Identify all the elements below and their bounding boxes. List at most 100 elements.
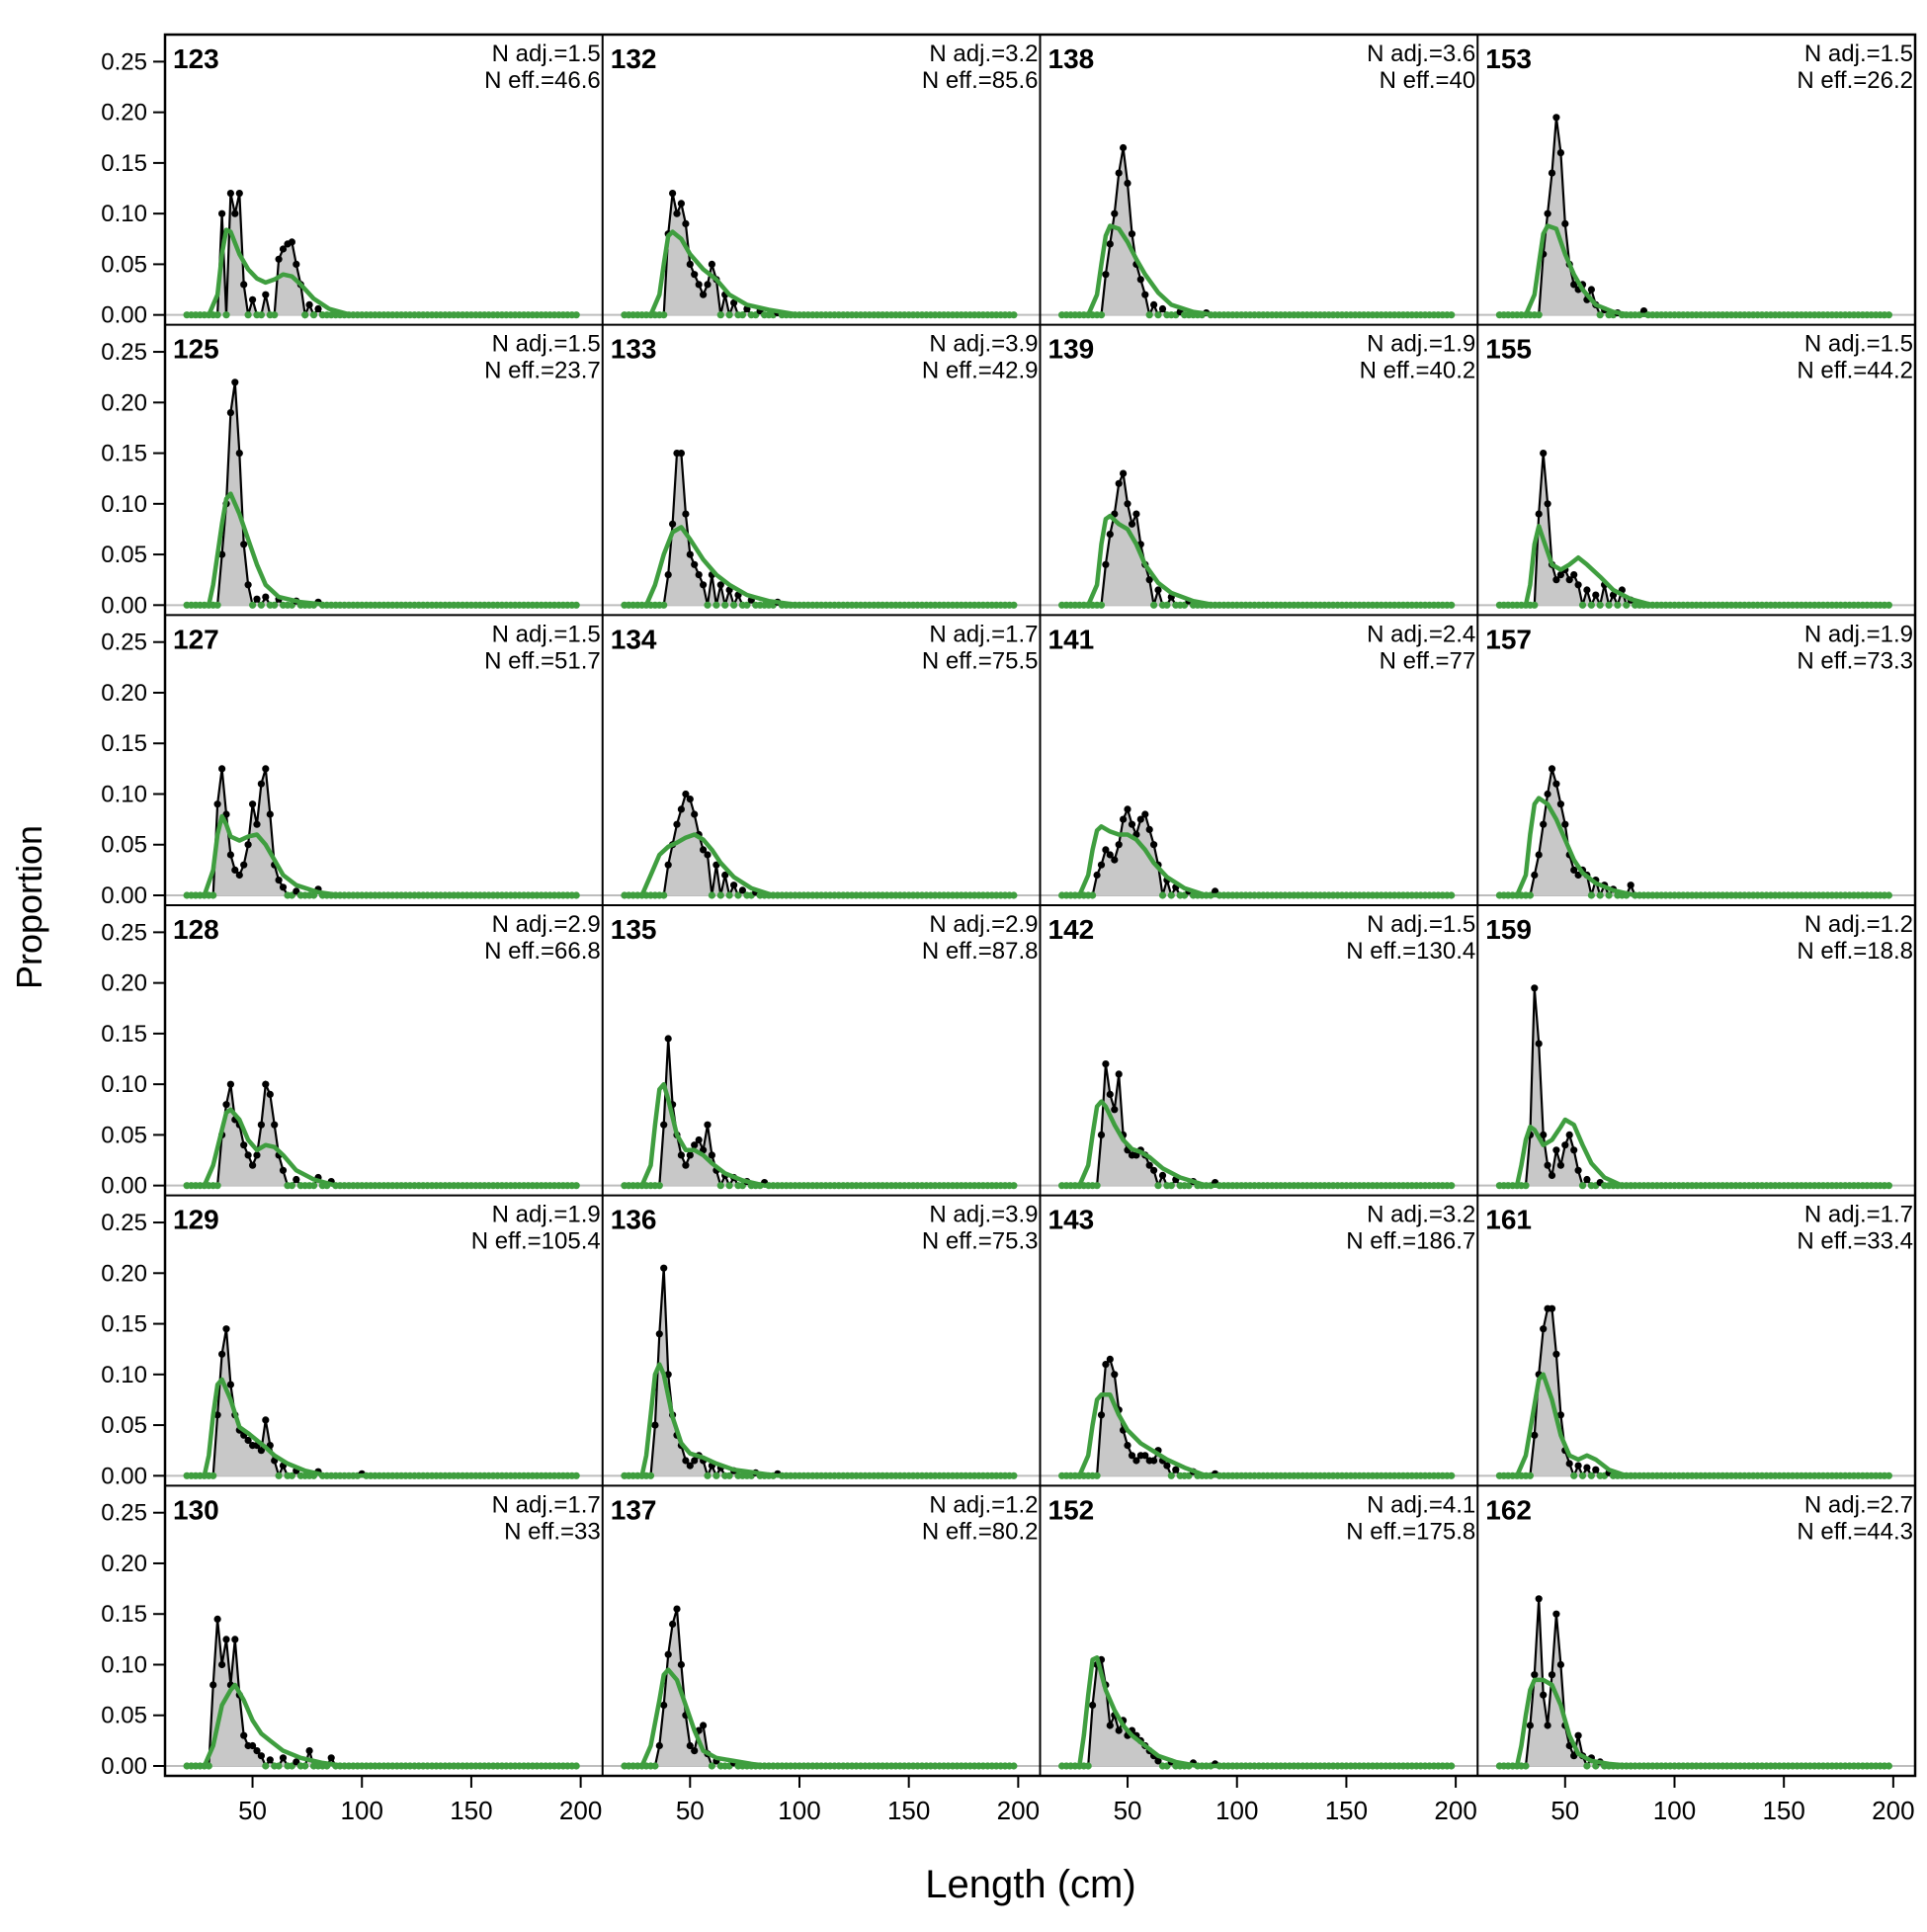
observed-point xyxy=(1570,1471,1578,1479)
y-tick-label: 0.05 xyxy=(101,1703,147,1729)
panel-125: 125 N adj.=1.5N eff.=23.7 xyxy=(165,331,603,609)
observed-point xyxy=(1556,571,1564,579)
observed-point xyxy=(677,450,686,458)
n-adj-text: N adj.=1.5 xyxy=(492,621,601,647)
y-tick-label: 0.05 xyxy=(101,542,147,568)
observed-point xyxy=(730,601,738,609)
observed-point xyxy=(700,581,708,589)
observed-point xyxy=(1627,882,1634,889)
panel-label: 162 xyxy=(1485,1494,1532,1525)
observed-point xyxy=(1531,871,1539,880)
x-tick-label: 100 xyxy=(1653,1796,1696,1825)
n-adj-text: N adj.=1.7 xyxy=(929,621,1038,647)
panel-label: 123 xyxy=(173,43,219,74)
observed-point xyxy=(275,255,283,263)
observed-point xyxy=(1145,825,1153,834)
y-axis-label: Proportion xyxy=(9,825,49,989)
observed-line xyxy=(1499,987,1889,1189)
observed-point xyxy=(1154,586,1162,594)
panel-128: 128 N adj.=2.9N eff.=66.8 xyxy=(165,911,603,1190)
observed-point xyxy=(222,311,230,319)
observed-point xyxy=(275,1471,283,1479)
observed-point xyxy=(1587,1471,1595,1479)
expected-line xyxy=(639,1667,1014,1769)
observed-point xyxy=(700,846,708,854)
observed-point xyxy=(266,1090,274,1098)
observed-point xyxy=(275,877,283,884)
panel-label: 130 xyxy=(173,1494,219,1525)
observed-point xyxy=(1574,1731,1582,1739)
panel-label: 135 xyxy=(611,914,657,945)
observed-point xyxy=(1150,841,1158,849)
observed-point xyxy=(695,281,703,289)
y-tick-label: 0.10 xyxy=(101,781,147,807)
observed-point xyxy=(275,1762,283,1770)
expected-line xyxy=(207,227,577,317)
observed-point xyxy=(1583,1464,1591,1471)
observed-point xyxy=(691,1141,699,1149)
observed-point xyxy=(664,1650,672,1658)
y-tick-label: 0.05 xyxy=(101,1412,147,1439)
observed-point xyxy=(1115,479,1123,487)
observed-point xyxy=(691,560,699,568)
observed-point xyxy=(1102,1361,1110,1369)
observed-point xyxy=(240,1731,248,1739)
panel-label: 134 xyxy=(611,624,657,654)
panel-123: 123 N adj.=1.5N eff.=46.6 xyxy=(165,41,603,319)
observed-point xyxy=(691,1747,699,1755)
panel-label: 157 xyxy=(1485,624,1532,654)
panel-136: 136 N adj.=3.9N eff.=75.3 xyxy=(602,1202,1041,1479)
observed-point xyxy=(1111,1106,1119,1114)
panel-label: 129 xyxy=(173,1205,219,1235)
expected-line xyxy=(639,832,1014,898)
observed-point xyxy=(660,1264,668,1272)
observed-point xyxy=(686,1151,694,1159)
y-tick-label: 0.20 xyxy=(101,389,147,416)
n-adj-text: N adj.=1.7 xyxy=(1804,1202,1913,1228)
observed-point xyxy=(1552,780,1560,788)
observed-point xyxy=(1526,891,1534,899)
observed-point xyxy=(1544,210,1551,217)
observed-area xyxy=(187,1328,577,1476)
observed-point xyxy=(1102,1060,1110,1068)
observed-point xyxy=(738,886,747,894)
observed-point xyxy=(262,291,270,298)
observed-point xyxy=(1561,820,1569,828)
observed-point xyxy=(1115,841,1123,849)
observed-point xyxy=(673,820,681,828)
observed-point xyxy=(1141,810,1149,818)
observed-point xyxy=(1540,1691,1548,1699)
observed-point xyxy=(1132,1457,1140,1465)
observed-point xyxy=(700,1722,708,1729)
observed-point xyxy=(1556,800,1564,808)
panel-127: 127 N adj.=1.5N eff.=51.7 xyxy=(165,621,603,899)
observed-point xyxy=(655,1182,663,1190)
observed-point xyxy=(253,1747,261,1755)
observed-point xyxy=(240,281,248,289)
n-eff-text: N eff.=130.4 xyxy=(1346,938,1475,965)
observed-point xyxy=(218,1660,226,1669)
observed-point xyxy=(257,311,265,319)
observed-point xyxy=(1552,1350,1560,1358)
observed-point xyxy=(1522,1762,1530,1770)
observed-point xyxy=(1556,1411,1564,1419)
y-tick-label: 0.15 xyxy=(101,730,147,757)
observed-point xyxy=(305,300,313,308)
observed-point xyxy=(660,1701,668,1710)
n-eff-text: N eff.=77 xyxy=(1380,647,1476,674)
x-tick-label: 200 xyxy=(997,1796,1040,1825)
observed-area xyxy=(1061,1659,1452,1766)
observed-point xyxy=(708,1762,716,1770)
observed-point xyxy=(1540,820,1548,828)
observed-point xyxy=(309,1182,318,1190)
panel-134: 134 N adj.=1.7N eff.=75.5 xyxy=(602,621,1041,899)
observed-point xyxy=(1544,500,1551,508)
observed-point xyxy=(1124,805,1131,813)
observed-point xyxy=(1544,1722,1551,1729)
observed-point xyxy=(235,871,243,880)
observed-point xyxy=(686,1462,694,1470)
observed-point xyxy=(1124,179,1131,187)
x-tick-label: 50 xyxy=(1114,1796,1142,1825)
observed-point xyxy=(660,601,668,609)
y-tick-label: 0.25 xyxy=(101,48,147,75)
